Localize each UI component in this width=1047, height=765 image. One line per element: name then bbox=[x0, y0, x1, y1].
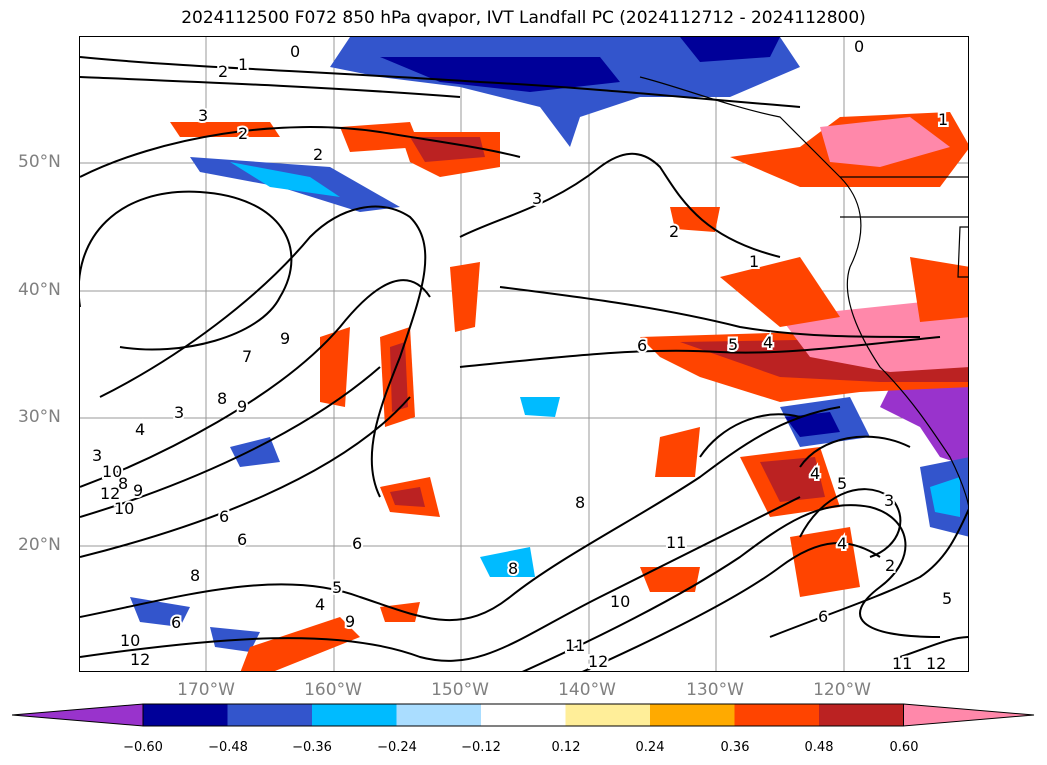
colorbar-segment bbox=[143, 704, 228, 726]
contour-label: 7 bbox=[242, 347, 252, 366]
colorbar-segment bbox=[396, 704, 481, 726]
colorbar bbox=[12, 703, 1035, 727]
colorbar-outline bbox=[142, 703, 904, 727]
lon-label-130w: 130°W bbox=[686, 680, 744, 700]
colorbar-segment bbox=[819, 704, 904, 726]
colorbar-tick: −0.48 bbox=[208, 740, 248, 755]
contour-label: 3 bbox=[532, 189, 542, 208]
coastline bbox=[639, 76, 968, 506]
lon-label-120w: 120°W bbox=[813, 680, 871, 700]
contour-label: 3 bbox=[198, 106, 208, 125]
contour-label: 8 bbox=[217, 389, 227, 408]
colorbar-segment bbox=[650, 704, 735, 726]
contour-label: 6 bbox=[237, 530, 247, 549]
contour-label: 1 bbox=[238, 55, 248, 74]
contour-label: 12 bbox=[588, 652, 608, 671]
contour-label: 11 bbox=[892, 654, 912, 672]
contour-label: 9 bbox=[280, 329, 290, 348]
contour-label: 10 bbox=[102, 462, 122, 481]
contour-label: 5 bbox=[332, 578, 342, 597]
colorbar-segment bbox=[227, 704, 312, 726]
contour-label: 9 bbox=[237, 397, 247, 416]
colorbar-tick: −0.36 bbox=[292, 740, 332, 755]
map-canvas: 0 1 2 3 2 2 0 1 3 2 1 6 5 4 7 9 8 9 3 4 … bbox=[80, 37, 968, 672]
colorbar-segment bbox=[565, 704, 650, 726]
contour-label: 8 bbox=[190, 566, 200, 585]
colorbar-tick: 0.12 bbox=[551, 740, 581, 755]
contour-label: 10 bbox=[120, 631, 140, 650]
contour-label: 9 bbox=[133, 481, 143, 500]
colorbar-tick: 0.24 bbox=[635, 740, 665, 755]
contour-label: 2 bbox=[313, 145, 323, 164]
lon-label-160w: 160°W bbox=[304, 680, 362, 700]
contour-label: 1 bbox=[749, 252, 759, 271]
lon-label-140w: 140°W bbox=[558, 680, 616, 700]
contour-label: 2 bbox=[669, 222, 679, 241]
contour-label: 10 bbox=[114, 499, 134, 518]
contour-label: 3 bbox=[884, 491, 894, 510]
contour-label: 4 bbox=[315, 595, 325, 614]
contour-label: 5 bbox=[837, 474, 847, 493]
lat-label-50n: 50°N bbox=[18, 152, 61, 172]
contour-label: 9 bbox=[345, 612, 355, 631]
contour-label: 12 bbox=[130, 650, 150, 669]
colorbar-segments bbox=[12, 703, 1035, 727]
contour-label: 4 bbox=[837, 534, 847, 553]
contour-label: 12 bbox=[926, 654, 946, 672]
lon-label-170w: 170°W bbox=[177, 680, 235, 700]
map-panel: 0 1 2 3 2 2 0 1 3 2 1 6 5 4 7 9 8 9 3 4 … bbox=[79, 36, 969, 672]
contour-label: 4 bbox=[763, 333, 773, 352]
contour-label: 6 bbox=[219, 507, 229, 526]
contour-label: 10 bbox=[610, 592, 630, 611]
colorbar-segment bbox=[734, 704, 819, 726]
map-title: 2024112500 F072 850 hPa qvapor, IVT Land… bbox=[181, 8, 866, 28]
contour-label: 6 bbox=[352, 534, 362, 553]
contour-label: 5 bbox=[942, 589, 952, 608]
positive-anomaly-regions bbox=[170, 112, 968, 671]
lat-label-30n: 30°N bbox=[18, 407, 61, 427]
colorbar-segment bbox=[312, 704, 397, 726]
contour-label: 6 bbox=[818, 607, 828, 626]
contour-label: 8 bbox=[508, 559, 518, 578]
contour-label: 11 bbox=[666, 533, 686, 552]
colorbar-tick: −0.60 bbox=[123, 740, 163, 755]
contour-label: 6 bbox=[171, 613, 181, 632]
colorbar-segment bbox=[481, 704, 566, 726]
contour-label: 1 bbox=[938, 110, 948, 129]
colorbar-tick: 0.36 bbox=[720, 740, 750, 755]
contour-labels: 0 1 2 3 2 2 0 1 3 2 1 6 5 4 7 9 8 9 3 4 … bbox=[90, 37, 954, 672]
colorbar-extend-max bbox=[903, 703, 1035, 727]
contour-label: 2 bbox=[885, 556, 895, 575]
contour-label: 2 bbox=[218, 62, 228, 81]
colorbar-tick: 0.60 bbox=[889, 740, 919, 755]
colorbar-tick: −0.24 bbox=[377, 740, 417, 755]
colorbar-tick: 0.48 bbox=[804, 740, 834, 755]
qvapor-contours bbox=[80, 56, 968, 671]
lon-label-150w: 150°W bbox=[431, 680, 489, 700]
contour-label: 2 bbox=[238, 124, 248, 143]
contour-label: 8 bbox=[575, 493, 585, 512]
contour-label: 4 bbox=[810, 464, 820, 483]
contour-label: 0 bbox=[854, 37, 864, 56]
colorbar-tick: −0.12 bbox=[461, 740, 501, 755]
contour-label: 8 bbox=[118, 474, 128, 493]
contour-label: 11 bbox=[565, 636, 585, 655]
contour-label: 5 bbox=[728, 335, 738, 354]
contour-label: 6 bbox=[637, 336, 647, 355]
contour-label: 4 bbox=[135, 420, 145, 439]
contour-label: 12 bbox=[100, 484, 120, 503]
lat-label-40n: 40°N bbox=[18, 280, 61, 300]
contour-label: 0 bbox=[290, 42, 300, 61]
contour-label: 3 bbox=[92, 446, 102, 465]
lat-label-20n: 20°N bbox=[18, 535, 61, 555]
contour-label: 3 bbox=[174, 403, 184, 422]
